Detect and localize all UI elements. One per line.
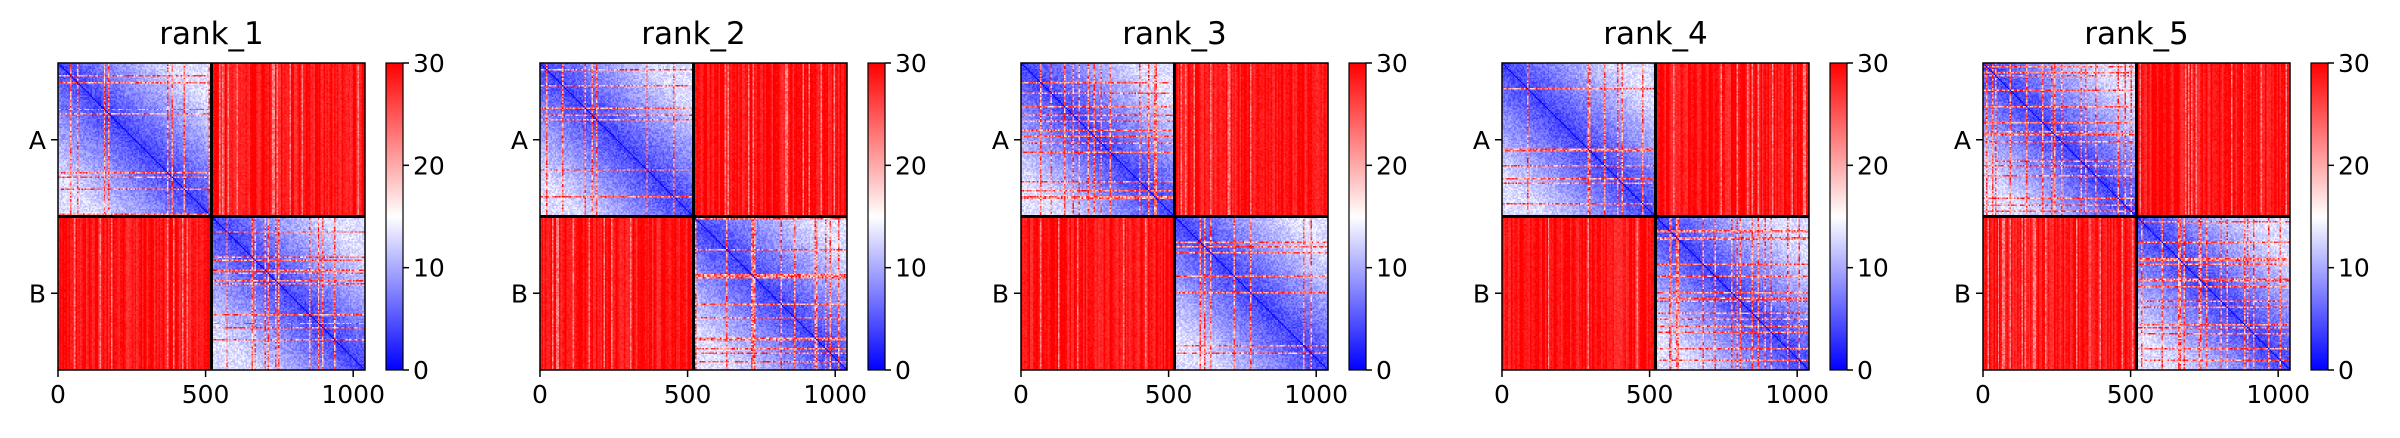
- x-tick-label: 500: [664, 380, 712, 409]
- x-tick-label: 500: [1145, 380, 1193, 409]
- panel-title: rank_4: [1603, 16, 1708, 52]
- panel-rank_2: rank_2 0 500 1000 A B 0 10 20 30: [511, 16, 927, 409]
- y-tick-label: B: [1473, 279, 1490, 308]
- colorbar-tick-label: 30: [413, 49, 445, 78]
- colorbar: [385, 62, 404, 371]
- colorbar-tick-label: 10: [413, 254, 445, 283]
- y-tick-label: B: [992, 279, 1009, 308]
- axes-frame: [1501, 62, 1810, 371]
- axes-frame: [1020, 62, 1329, 371]
- x-tick-label: 0: [1013, 380, 1029, 409]
- colorbar-tick-label: 20: [1857, 151, 1889, 180]
- x-tick-label: 1000: [1284, 380, 1348, 409]
- colorbar-tick-label: 20: [895, 151, 927, 180]
- colorbar-tick-label: 30: [895, 49, 927, 78]
- colorbar-tick-label: 10: [1376, 254, 1408, 283]
- y-tick-label: A: [992, 126, 1009, 155]
- panel-title: rank_5: [2084, 16, 2189, 52]
- x-tick-label: 1000: [321, 380, 385, 409]
- colorbar-tick-label: 30: [1857, 49, 1889, 78]
- x-tick-label: 0: [1494, 380, 1510, 409]
- colorbar: [1348, 62, 1367, 371]
- panel-rank_4: rank_4 0 500 1000 A B 0 10 20 30: [1473, 16, 1889, 409]
- x-tick-label: 1000: [2246, 380, 2310, 409]
- x-tick-label: 0: [1975, 380, 1991, 409]
- colorbar-tick-label: 10: [1857, 254, 1889, 283]
- colorbar-tick-label: 30: [1376, 49, 1408, 78]
- colorbar-tick-label: 10: [2338, 254, 2370, 283]
- x-tick-label: 500: [1626, 380, 1674, 409]
- colorbar-tick-label: 20: [2338, 151, 2370, 180]
- axes-frame: [539, 62, 848, 371]
- y-tick-label: B: [1954, 279, 1971, 308]
- colorbar-tick-label: 0: [2338, 356, 2354, 385]
- panel-rank_1: rank_1 0 500 1000 A B 0 10 20 30: [29, 16, 445, 409]
- axes-frame: [1982, 62, 2291, 371]
- colorbar-tick-label: 0: [1376, 356, 1392, 385]
- x-tick-label: 500: [2107, 380, 2155, 409]
- y-tick-label: A: [29, 126, 46, 155]
- panel-title: rank_1: [159, 16, 264, 52]
- y-tick-label: A: [1473, 126, 1490, 155]
- panel-title: rank_3: [1122, 16, 1227, 52]
- y-tick-label: A: [511, 126, 528, 155]
- colorbar: [1829, 62, 1848, 371]
- x-tick-label: 500: [182, 380, 230, 409]
- colorbar-tick-label: 0: [1857, 356, 1873, 385]
- panel-title: rank_2: [641, 16, 746, 52]
- panel-rank_3: rank_3 0 500 1000 A B 0 10 20 30: [992, 16, 1408, 409]
- x-tick-label: 1000: [1765, 380, 1829, 409]
- colorbar-tick-label: 0: [413, 356, 429, 385]
- y-tick-label: B: [511, 279, 528, 308]
- x-tick-label: 0: [532, 380, 548, 409]
- colorbar-tick-label: 10: [895, 254, 927, 283]
- colorbar: [2310, 62, 2329, 371]
- y-tick-label: A: [1954, 126, 1971, 155]
- colorbar: [867, 62, 886, 371]
- colorbar-tick-label: 0: [895, 356, 911, 385]
- colorbar-tick-label: 20: [1376, 151, 1408, 180]
- panel-rank_5: rank_5 0 500 1000 A B 0 10 20 30: [1954, 16, 2370, 409]
- x-tick-label: 1000: [803, 380, 867, 409]
- axes-frame: [57, 62, 366, 371]
- colorbar-tick-label: 20: [413, 151, 445, 180]
- x-tick-label: 0: [50, 380, 66, 409]
- y-tick-label: B: [29, 279, 46, 308]
- colorbar-tick-label: 30: [2338, 49, 2370, 78]
